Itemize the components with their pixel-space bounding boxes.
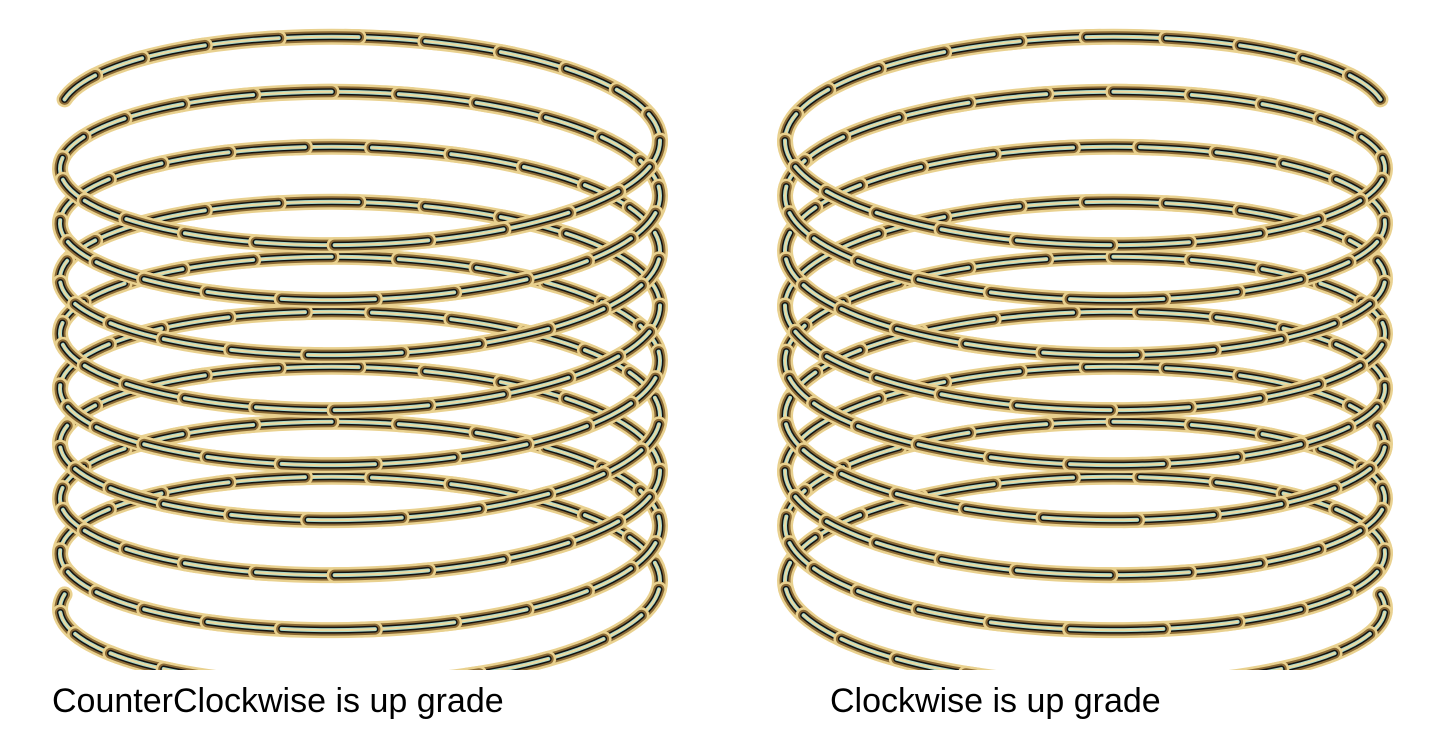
helix-ccw-svg [20, 0, 700, 670]
caption-ccw: CounterClockwise is up grade [52, 682, 504, 721]
helix-ccw [20, 0, 700, 675]
helix-cw [745, 0, 1425, 675]
caption-cw: Clockwise is up grade [830, 682, 1161, 721]
helix-cw-svg [745, 0, 1425, 670]
